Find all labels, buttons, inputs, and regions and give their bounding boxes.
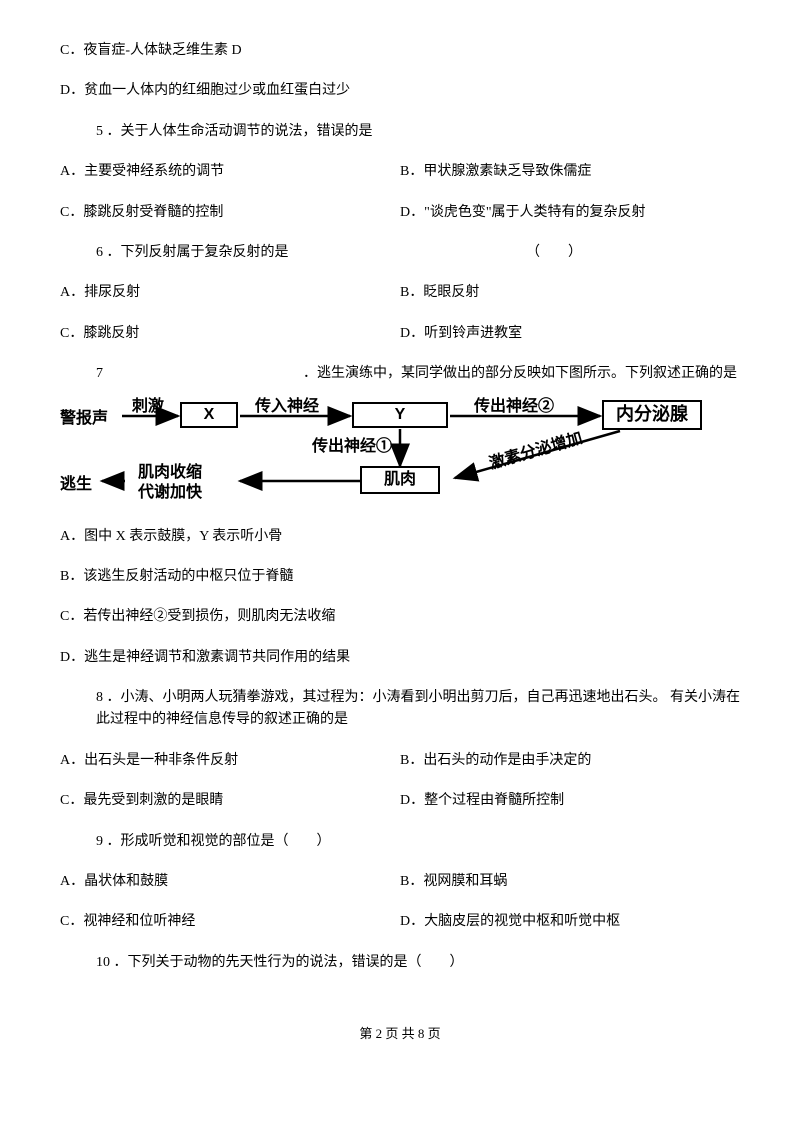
diagram-efferent2-label: 传出神经② bbox=[474, 394, 554, 420]
diagram-metabolism-label: 代谢加快 bbox=[138, 480, 202, 506]
q5-option-b: B．甲状腺激素缺乏导致侏儒症 bbox=[400, 161, 740, 183]
q9-option-b: B．视网膜和耳蜗 bbox=[400, 871, 740, 893]
q6-stem-row: 6 ．下列反射属于复杂反射的是 （ ） bbox=[96, 242, 740, 264]
q7-stem: 逃生演练中，某同学做出的部分反映如下图所示。下列叙述正确的是 bbox=[317, 363, 737, 385]
diagram-alarm-label: 警报声 bbox=[60, 406, 108, 432]
q7-number: 7 bbox=[96, 363, 103, 385]
diagram-y-box: Y bbox=[352, 402, 448, 428]
q5-row2: C．膝跳反射受脊髓的控制 D．"谈虎色变"属于人类特有的复杂反射 bbox=[60, 202, 740, 224]
q9-option-d: D．大脑皮层的视觉中枢和听觉中枢 bbox=[400, 911, 740, 933]
q9-row2: C．视神经和位听神经 D．大脑皮层的视觉中枢和听觉中枢 bbox=[60, 911, 740, 933]
diagram-muscle-box: 肌肉 bbox=[360, 466, 440, 494]
q5-option-a: A．主要受神经系统的调节 bbox=[60, 161, 400, 183]
q6-stem: 6 ．下列反射属于复杂反射的是 bbox=[96, 242, 526, 264]
q4-option-d: D．贫血一人体内的红细胞过少或血红蛋白过少 bbox=[60, 80, 740, 102]
q7-option-d: D．逃生是神经调节和激素调节共同作用的结果 bbox=[60, 647, 740, 669]
q7-option-c: C．若传出神经②受到损伤，则肌肉无法收缩 bbox=[60, 606, 740, 628]
q8-row1: A．出石头是一种非条件反射 B．出石头的动作是由手决定的 bbox=[60, 750, 740, 772]
q5-stem: 5 ．关于人体生命活动调节的说法，错误的是 bbox=[96, 121, 740, 143]
diagram-efferent1-label: 传出神经① bbox=[312, 434, 392, 460]
q9-stem: 9 ．形成听觉和视觉的部位是（ ） bbox=[96, 831, 740, 853]
q10-stem: 10 ．下列关于动物的先天性行为的说法，错误的是（ ） bbox=[96, 952, 740, 974]
page-footer: 第 2 页 共 8 页 bbox=[60, 1024, 740, 1045]
q6-option-c: C．膝跳反射 bbox=[60, 323, 400, 345]
q7-diagram: 警报声 刺激 X 传入神经 Y 传出神经② 内分泌腺 传出神经① 肌肉 逃生 肌… bbox=[60, 396, 740, 506]
q8-option-a: A．出石头是一种非条件反射 bbox=[60, 750, 400, 772]
q7-dot: ． bbox=[303, 363, 317, 385]
q8-option-b: B．出石头的动作是由手决定的 bbox=[400, 750, 740, 772]
q5-option-d: D．"谈虎色变"属于人类特有的复杂反射 bbox=[400, 202, 740, 224]
q4-option-c: C．夜盲症-人体缺乏维生素 D bbox=[60, 40, 740, 62]
q9-row1: A．晶状体和鼓膜 B．视网膜和耳蜗 bbox=[60, 871, 740, 893]
diagram-escape-label: 逃生 bbox=[60, 472, 92, 498]
q9-option-c: C．视神经和位听神经 bbox=[60, 911, 400, 933]
diagram-afferent-label: 传入神经 bbox=[255, 394, 319, 420]
q7-option-a: A．图中 X 表示鼓膜，Y 表示听小骨 bbox=[60, 526, 740, 548]
q8-option-c: C．最先受到刺激的是眼睛 bbox=[60, 790, 400, 812]
q6-option-a: A．排尿反射 bbox=[60, 282, 400, 304]
diagram-x-box: X bbox=[180, 402, 238, 428]
q6-row2: C．膝跳反射 D．听到铃声进教室 bbox=[60, 323, 740, 345]
q7-stem-row: 7 ． 逃生演练中，某同学做出的部分反映如下图所示。下列叙述正确的是 bbox=[96, 363, 740, 385]
q7-option-b: B．该逃生反射活动的中枢只位于脊髓 bbox=[60, 566, 740, 588]
q8-stem: 8 ．小涛、小明两人玩猜拳游戏，其过程为：小涛看到小明出剪刀后，自己再迅速地出石… bbox=[96, 687, 740, 732]
q6-paren: （ ） bbox=[526, 242, 582, 264]
diagram-stimulus-label: 刺激 bbox=[132, 394, 164, 420]
q8-option-d: D．整个过程由脊髓所控制 bbox=[400, 790, 740, 812]
diagram-endocrine-box: 内分泌腺 bbox=[602, 400, 702, 430]
q5-row1: A．主要受神经系统的调节 B．甲状腺激素缺乏导致侏儒症 bbox=[60, 161, 740, 183]
q8-row2: C．最先受到刺激的是眼睛 D．整个过程由脊髓所控制 bbox=[60, 790, 740, 812]
q6-option-d: D．听到铃声进教室 bbox=[400, 323, 740, 345]
q6-option-b: B．眨眼反射 bbox=[400, 282, 740, 304]
q6-row1: A．排尿反射 B．眨眼反射 bbox=[60, 282, 740, 304]
q9-option-a: A．晶状体和鼓膜 bbox=[60, 871, 400, 893]
q5-option-c: C．膝跳反射受脊髓的控制 bbox=[60, 202, 400, 224]
